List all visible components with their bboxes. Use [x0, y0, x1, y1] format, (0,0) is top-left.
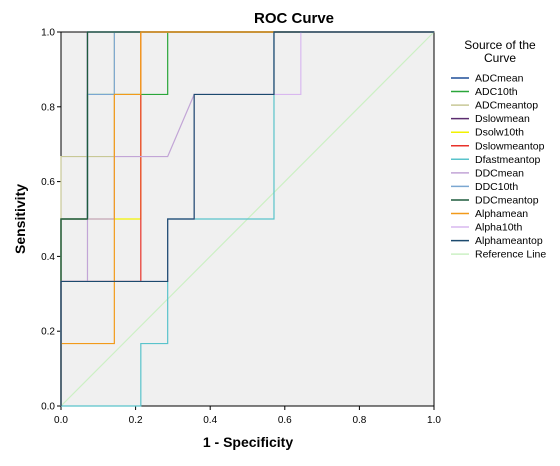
y-tick-label: 0.0 — [41, 402, 55, 413]
legend-title: Source of the Curve — [464, 38, 536, 65]
legend-item-dslowmean: Dslowmean — [451, 113, 530, 125]
legend-item-reference-line: Reference Line — [451, 249, 546, 261]
legend-label: DDC10th — [475, 181, 518, 193]
y-tick-label: 0.2 — [41, 327, 55, 338]
legend-item-alpha10th: Alpha10th — [451, 222, 522, 234]
legend-item-adcmean: ADCmean — [451, 73, 524, 85]
legend-label: Alphameantop — [475, 235, 543, 247]
x-tick-label: 0.0 — [54, 415, 68, 426]
legend-label: Alphamean — [475, 208, 528, 220]
legend-item-adc10th: ADC10th — [451, 86, 518, 98]
legend-item-ddc10th: DDC10th — [451, 181, 518, 193]
legend-label: Reference Line — [475, 249, 546, 261]
x-axis-label: 1 - Specificity — [203, 434, 293, 450]
legend-label: DDCmeantop — [475, 194, 539, 206]
chart-title: ROC Curve — [254, 10, 334, 27]
legend-item-dfastmeantop: Dfastmeantop — [451, 154, 541, 166]
x-tick-label: 1.0 — [427, 415, 441, 426]
legend-label: Dfastmeantop — [475, 154, 541, 166]
y-axis-label: Sensitivity — [12, 184, 28, 254]
legend-item-dslowmeantop: Dslowmeantop — [451, 140, 545, 152]
legend-label: Dsolw10th — [475, 127, 524, 139]
legend-label: Dslowmeantop — [475, 140, 545, 152]
legend-item-ddcmean: DDCmean — [451, 167, 524, 179]
legend-label: ADCmeantop — [475, 100, 538, 112]
x-tick-label: 0.6 — [278, 415, 292, 426]
legend-item-adcmeantop: ADCmeantop — [451, 100, 538, 112]
y-tick-label: 0.4 — [41, 252, 55, 263]
legend-label: ADCmean — [475, 73, 524, 85]
series-layer — [60, 31, 435, 407]
x-tick-label: 0.8 — [352, 415, 366, 426]
legend-item-dsolw10th: Dsolw10th — [451, 127, 524, 139]
legend-label: DDCmean — [475, 167, 524, 179]
legend-label: Dslowmean — [475, 113, 530, 125]
legend-label: ADC10th — [475, 86, 518, 98]
legend-item-alphameantop: Alphameantop — [451, 235, 543, 247]
legend-item-ddcmeantop: DDCmeantop — [451, 194, 539, 206]
legend-label: Alpha10th — [475, 222, 522, 234]
y-tick-label: 1.0 — [41, 28, 55, 39]
x-tick-label: 0.2 — [129, 415, 143, 426]
legend-item-alphamean: Alphamean — [451, 208, 528, 220]
series-line-alphameantop — [60, 31, 434, 406]
x-tick-label: 0.4 — [203, 415, 217, 426]
y-tick-label: 0.6 — [41, 177, 55, 188]
y-tick-label: 0.8 — [41, 102, 55, 113]
tick-layer: 0.0 0.2 0.4 0.6 0.8 1.0 0.0 0.2 0.4 0.6 0.8 1.0 — [41, 28, 441, 427]
